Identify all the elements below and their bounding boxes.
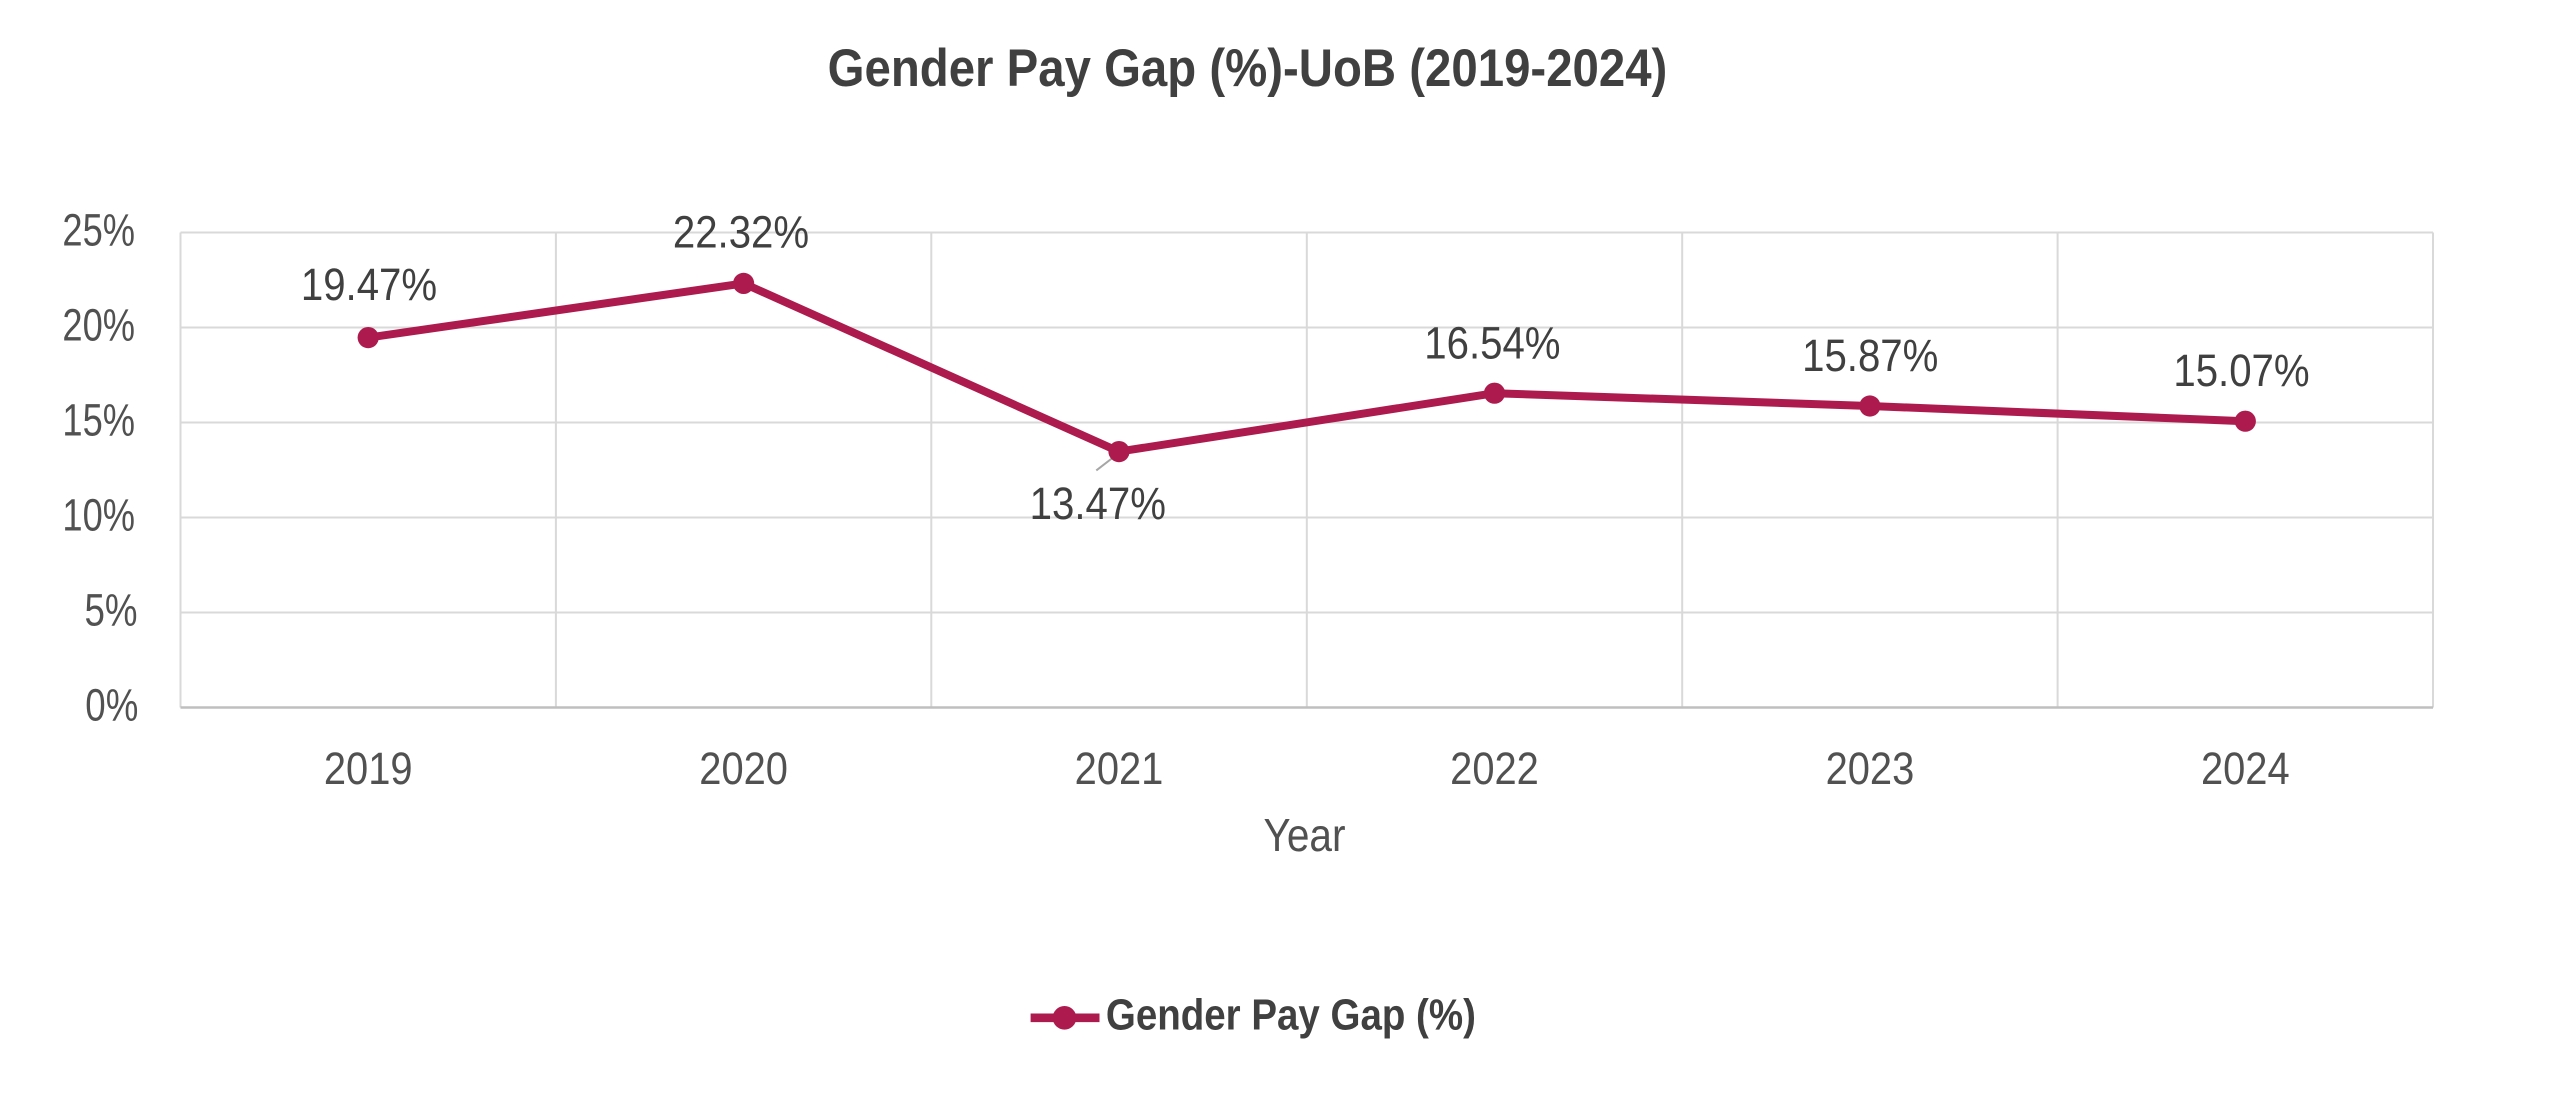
svg-text:Gender Pay Gap (%)-UoB (2019-2: Gender Pay Gap (%)-UoB (2019-2024) bbox=[828, 39, 1668, 98]
svg-text:25%: 25% bbox=[62, 205, 135, 256]
svg-text:19.47%: 19.47% bbox=[301, 260, 437, 311]
svg-text:22.32%: 22.32% bbox=[673, 208, 809, 259]
svg-text:2021: 2021 bbox=[1075, 745, 1164, 795]
svg-text:2020: 2020 bbox=[699, 745, 788, 795]
svg-text:16.54%: 16.54% bbox=[1424, 319, 1560, 370]
svg-text:2019: 2019 bbox=[324, 745, 413, 795]
svg-text:10%: 10% bbox=[62, 490, 135, 541]
svg-text:15%: 15% bbox=[62, 395, 135, 446]
svg-text:5%: 5% bbox=[85, 585, 138, 635]
svg-text:2023: 2023 bbox=[1826, 745, 1915, 795]
svg-text:2022: 2022 bbox=[1450, 745, 1539, 795]
svg-text:15.87%: 15.87% bbox=[1802, 331, 1938, 382]
svg-text:20%: 20% bbox=[62, 300, 135, 351]
svg-text:2024: 2024 bbox=[2201, 745, 2290, 795]
svg-text:0%: 0% bbox=[85, 680, 138, 730]
svg-text:15.07%: 15.07% bbox=[2173, 346, 2309, 397]
svg-text:13.47%: 13.47% bbox=[1030, 479, 1166, 530]
svg-text:Gender Pay Gap (%): Gender Pay Gap (%) bbox=[1106, 990, 1476, 1039]
svg-text:Year: Year bbox=[1263, 811, 1345, 862]
